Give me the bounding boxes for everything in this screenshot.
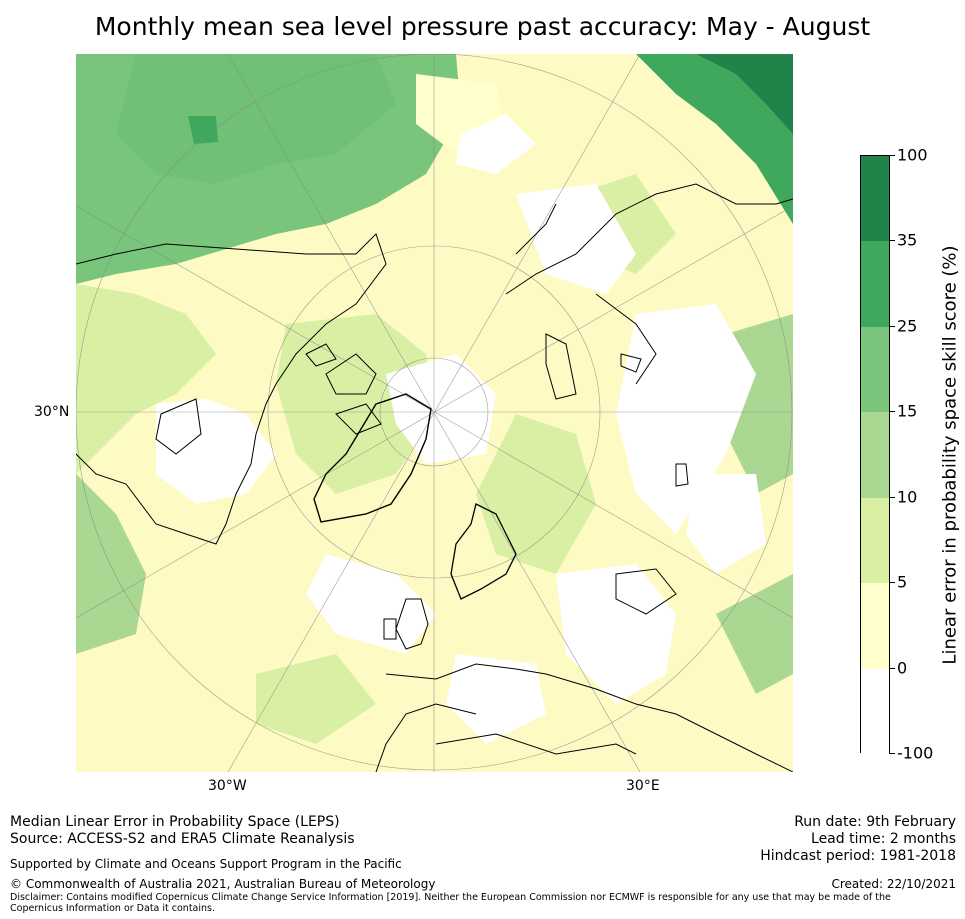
colorbar-title: Linear error in probability space skill … bbox=[939, 245, 961, 665]
colorbar-tick bbox=[889, 753, 895, 754]
colorbar-tick bbox=[889, 582, 895, 584]
colorbar-tick bbox=[889, 496, 895, 498]
colorbar-segment bbox=[861, 668, 889, 754]
colorbar-tick bbox=[889, 667, 895, 669]
footer-run-date: Run date: 9th February bbox=[794, 814, 956, 830]
colorbar-segment bbox=[861, 497, 889, 584]
colorbar-tick bbox=[889, 411, 895, 413]
colorbar-tick-label: 5 bbox=[897, 572, 908, 592]
colorbar bbox=[860, 155, 890, 754]
colorbar-tick bbox=[889, 325, 895, 327]
footer-disclaimer: Disclaimer: Contains modified Copernicus… bbox=[10, 892, 891, 914]
map-panel bbox=[76, 54, 793, 772]
footer-created: Created: 22/10/2021 bbox=[831, 877, 956, 891]
colorbar-tick-label: 35 bbox=[897, 230, 918, 250]
colorbar-tick-label: 25 bbox=[897, 316, 918, 336]
lon-label-30w: 30°W bbox=[208, 778, 247, 794]
page-title: Monthly mean sea level pressure past acc… bbox=[94, 12, 871, 41]
footer-copyright: © Commonwealth of Australia 2021, Austra… bbox=[10, 877, 436, 891]
colorbar-tick-label: 0 bbox=[897, 658, 908, 678]
footer-support: Supported by Climate and Oceans Support … bbox=[10, 857, 402, 871]
colorbar-segment bbox=[861, 326, 889, 413]
colorbar-tick-label: -100 bbox=[897, 743, 934, 763]
colorbar-segment bbox=[861, 583, 889, 669]
colorbar-tick-label: 100 bbox=[897, 145, 928, 165]
lon-label-30e: 30°E bbox=[626, 778, 660, 794]
footer-lead-time: Lead time: 2 months bbox=[811, 831, 956, 847]
colorbar-tick bbox=[889, 155, 895, 156]
colorbar-tick-label: 10 bbox=[897, 487, 918, 507]
colorbar-tick bbox=[889, 240, 895, 242]
lat-label-30n: 30°N bbox=[34, 404, 70, 420]
colorbar-segment bbox=[861, 241, 889, 327]
graticule bbox=[76, 54, 793, 772]
colorbar-segment bbox=[861, 412, 889, 498]
footer-source: Source: ACCESS-S2 and ERA5 Climate Reana… bbox=[10, 831, 355, 847]
colorbar-tick-label: 15 bbox=[897, 401, 918, 421]
colorbar-segment bbox=[861, 156, 889, 242]
footer-hindcast: Hindcast period: 1981-2018 bbox=[760, 848, 956, 864]
footer-leps: Median Linear Error in Probability Space… bbox=[10, 814, 340, 830]
coastlines bbox=[76, 183, 793, 772]
